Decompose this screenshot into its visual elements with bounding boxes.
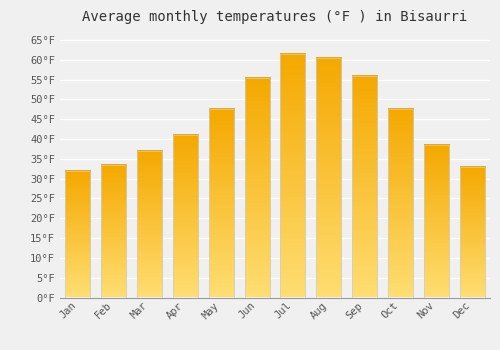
Bar: [173, 135, 198, 298]
Bar: [244, 78, 270, 298]
Bar: [388, 109, 413, 298]
Title: Average monthly temperatures (°F ) in Bisaurri: Average monthly temperatures (°F ) in Bi…: [82, 10, 468, 24]
Bar: [280, 54, 305, 298]
Bar: [137, 151, 162, 298]
Bar: [208, 109, 234, 298]
Bar: [316, 58, 342, 298]
Bar: [101, 165, 126, 298]
Bar: [460, 167, 484, 298]
Bar: [352, 76, 377, 298]
Bar: [66, 171, 90, 298]
Bar: [424, 145, 449, 298]
